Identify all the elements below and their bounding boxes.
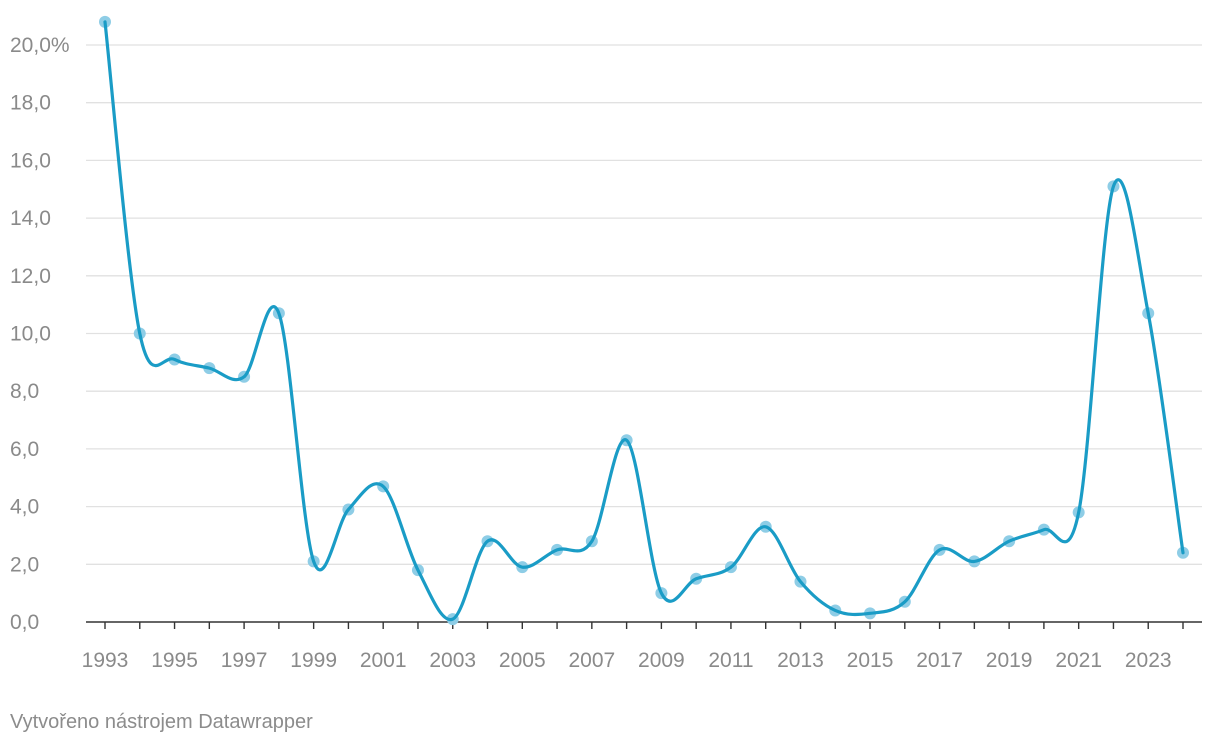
y-tick-label: 6,0 [10, 438, 39, 461]
x-axis [86, 621, 1202, 629]
y-tick-label: 14,0 [10, 207, 51, 230]
x-tick-label: 1995 [151, 649, 198, 672]
x-tick-label: 2019 [986, 649, 1033, 672]
x-tick-label: 2021 [1055, 649, 1102, 672]
x-tick-label: 2013 [777, 649, 824, 672]
x-tick-label: 2007 [568, 649, 615, 672]
x-tick-label: 2023 [1125, 649, 1172, 672]
x-tick-label: 2003 [429, 649, 476, 672]
y-axis-tick-labels: 0,0 2,0 4,0 6,0 8,0 10,0 12,0 14,0 16,0 18,0 20,0% [10, 34, 70, 634]
x-axis-tick-labels: 1993 1995 1997 1999 2001 2003 2005 2007 2009 2011… [82, 649, 1172, 672]
y-tick-label: 20,0% [10, 34, 70, 57]
x-tick-label: 2017 [916, 649, 963, 672]
x-tick-label: 2009 [638, 649, 685, 672]
y-tick-label: 10,0 [10, 323, 51, 346]
y-tick-label: 4,0 [10, 496, 39, 519]
y-tick-label: 2,0 [10, 553, 39, 576]
x-tick-label: 2005 [499, 649, 546, 672]
y-tick-label: 12,0 [10, 265, 51, 288]
x-tick-label: 2011 [708, 649, 753, 672]
x-tick-label: 1993 [82, 649, 129, 672]
y-tick-label: 8,0 [10, 380, 39, 403]
series-group [99, 15, 1189, 626]
x-tick-label: 2001 [360, 649, 407, 672]
chart-credit: Vytvořeno nástrojem Datawrapper [10, 711, 313, 733]
gridlines [86, 44, 1202, 565]
x-tick-label: 2015 [847, 649, 894, 672]
y-tick-label: 16,0 [10, 149, 51, 172]
y-tick-label: 18,0 [10, 92, 51, 115]
x-tick-label: 1997 [221, 649, 268, 672]
series-line [103, 20, 1185, 622]
y-tick-label: 0,0 [10, 611, 39, 634]
x-tick-label: 1999 [290, 649, 337, 672]
